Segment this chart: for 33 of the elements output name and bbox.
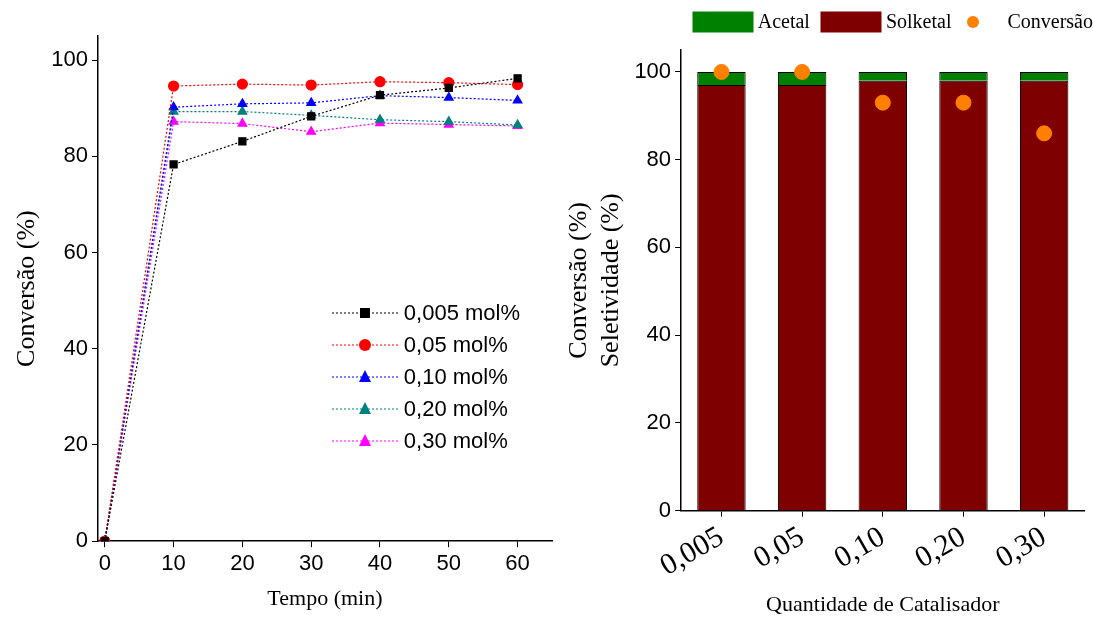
y-tick-label: 80	[63, 142, 88, 168]
x-tick-label: 40	[367, 550, 393, 576]
legend-label: 0,05 mol%	[403, 332, 508, 358]
x-tick-label: 0,30	[989, 518, 1052, 574]
y-axis-title: Conversão (%) Seletividade (%)	[563, 193, 624, 368]
x-tick-label: 0	[98, 550, 111, 576]
x-tick-label: 10	[161, 550, 186, 576]
legend-label: 0,005 mol%	[403, 300, 520, 326]
legend-label: Acetal	[757, 10, 810, 33]
x-axis-title: Quantidade de Catalisador	[766, 590, 1001, 616]
x-tick-label: 0,10	[827, 518, 890, 574]
y-tick-label: 60	[63, 238, 88, 264]
x-axis-title: Tempo (min)	[267, 584, 383, 610]
x-tick-label: 30	[298, 550, 324, 576]
y-tick-label: 20	[646, 408, 672, 434]
legend-label: Conversão	[1007, 10, 1093, 33]
x-tick-label: 0,20	[908, 518, 971, 574]
y-tick-label: 80	[646, 145, 672, 171]
y-tick-label: 20	[63, 431, 88, 457]
x-tick-label: 60	[505, 550, 530, 576]
legend-label: 0,20 mol%	[403, 396, 508, 422]
y-tick-label: 40	[63, 334, 88, 360]
x-tick-label: 0,05	[747, 518, 810, 574]
y-tick-label: 60	[646, 233, 672, 259]
x-tick-label: 20	[230, 550, 255, 576]
y-tick-label: 40	[646, 321, 672, 347]
x-tick-label: 50	[436, 550, 462, 576]
legend-label: 0,30 mol%	[403, 428, 508, 454]
legend-label: 0,10 mol%	[403, 364, 508, 390]
legend-label: Solketal	[885, 10, 952, 33]
y-axis-title: Conversão (%)	[11, 210, 41, 367]
y-tick-label: 100	[634, 58, 672, 83]
y-tick-label: 100	[51, 46, 88, 72]
